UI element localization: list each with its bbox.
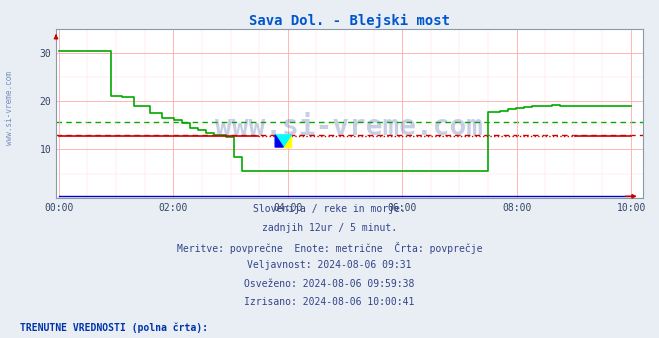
Text: Izrisano: 2024-08-06 10:00:41: Izrisano: 2024-08-06 10:00:41: [244, 297, 415, 308]
Text: www.si-vreme.com: www.si-vreme.com: [215, 113, 483, 141]
Text: Slovenija / reke in morje.: Slovenija / reke in morje.: [253, 204, 406, 215]
Text: Meritve: povprečne  Enote: metrične  Črta: povprečje: Meritve: povprečne Enote: metrične Črta:…: [177, 242, 482, 254]
Text: www.si-vreme.com: www.si-vreme.com: [5, 71, 14, 145]
Text: Osveženo: 2024-08-06 09:59:38: Osveženo: 2024-08-06 09:59:38: [244, 279, 415, 289]
Text: Veljavnost: 2024-08-06 09:31: Veljavnost: 2024-08-06 09:31: [247, 260, 412, 270]
Polygon shape: [275, 135, 291, 147]
Polygon shape: [283, 135, 291, 147]
Text: zadnjih 12ur / 5 minut.: zadnjih 12ur / 5 minut.: [262, 223, 397, 233]
Title: Sava Dol. - Blejski most: Sava Dol. - Blejski most: [248, 14, 450, 28]
Text: TRENUTNE VREDNOSTI (polna črta):: TRENUTNE VREDNOSTI (polna črta):: [20, 323, 208, 333]
Polygon shape: [275, 135, 283, 147]
